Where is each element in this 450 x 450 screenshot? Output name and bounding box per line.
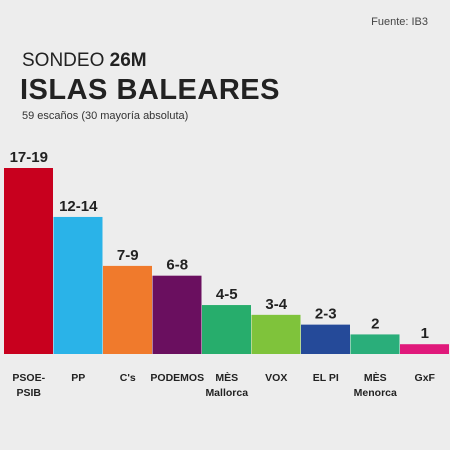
category-label: MÈS Menorca [354, 371, 397, 399]
source-label: Fuente: IB3 [371, 16, 428, 28]
category-label-line: PSOE- [12, 372, 45, 384]
value-label: 2-3 [315, 306, 337, 323]
category-label: EL PI [313, 372, 339, 384]
bar-gxf [400, 344, 449, 354]
value-label: 12-14 [59, 198, 98, 215]
bar-el-pi [301, 324, 350, 354]
seats-subtitle: 59 escaños (30 mayoría absoluta) [22, 110, 189, 122]
category-label-line: VOX [265, 372, 287, 384]
bar-podemos [152, 275, 202, 354]
category-label-line: Mallorca [205, 387, 248, 399]
category-label-line: MÈS [364, 371, 387, 384]
value-label: 3-4 [265, 296, 287, 313]
category-label: C's [120, 372, 136, 384]
value-label: 6-8 [166, 257, 188, 274]
value-label: 2 [371, 315, 379, 332]
category-label: VOX [265, 372, 287, 384]
value-label: 1 [421, 325, 429, 342]
poll-title-date: 26M [109, 50, 147, 71]
poll-title-prefix: SONDEO [22, 50, 105, 71]
category-label: PODEMOS [150, 372, 204, 384]
category-label: GxF [415, 372, 436, 384]
category-label: PP [71, 372, 85, 384]
category-label-line: MÈS [215, 371, 238, 384]
region-headline: ISLAS BALEARES [20, 74, 280, 106]
category-label-line: GxF [415, 372, 436, 384]
bar-vox [251, 314, 301, 354]
category-label-line: PSIB [16, 387, 41, 399]
bar-pp [53, 216, 103, 354]
value-label: 7-9 [117, 247, 139, 264]
category-label: MÈS Mallorca [205, 371, 248, 399]
category-label-line: PODEMOS [150, 372, 204, 384]
category-label-line: Menorca [354, 387, 397, 399]
category-label-line: EL PI [313, 372, 339, 384]
bar-m-s-menorca [350, 334, 400, 354]
category-label-line: PP [71, 372, 85, 384]
bar-c-s [103, 265, 152, 354]
value-label: 17-19 [10, 149, 48, 166]
value-label: 4-5 [216, 286, 238, 303]
poll-title: SONDEO 26M [22, 50, 147, 72]
bar-m-s-mallorca [202, 305, 251, 354]
bar-psoe-psib [4, 168, 53, 354]
category-label: PSOE- PSIB [12, 372, 45, 399]
category-label-line: C's [120, 372, 136, 384]
